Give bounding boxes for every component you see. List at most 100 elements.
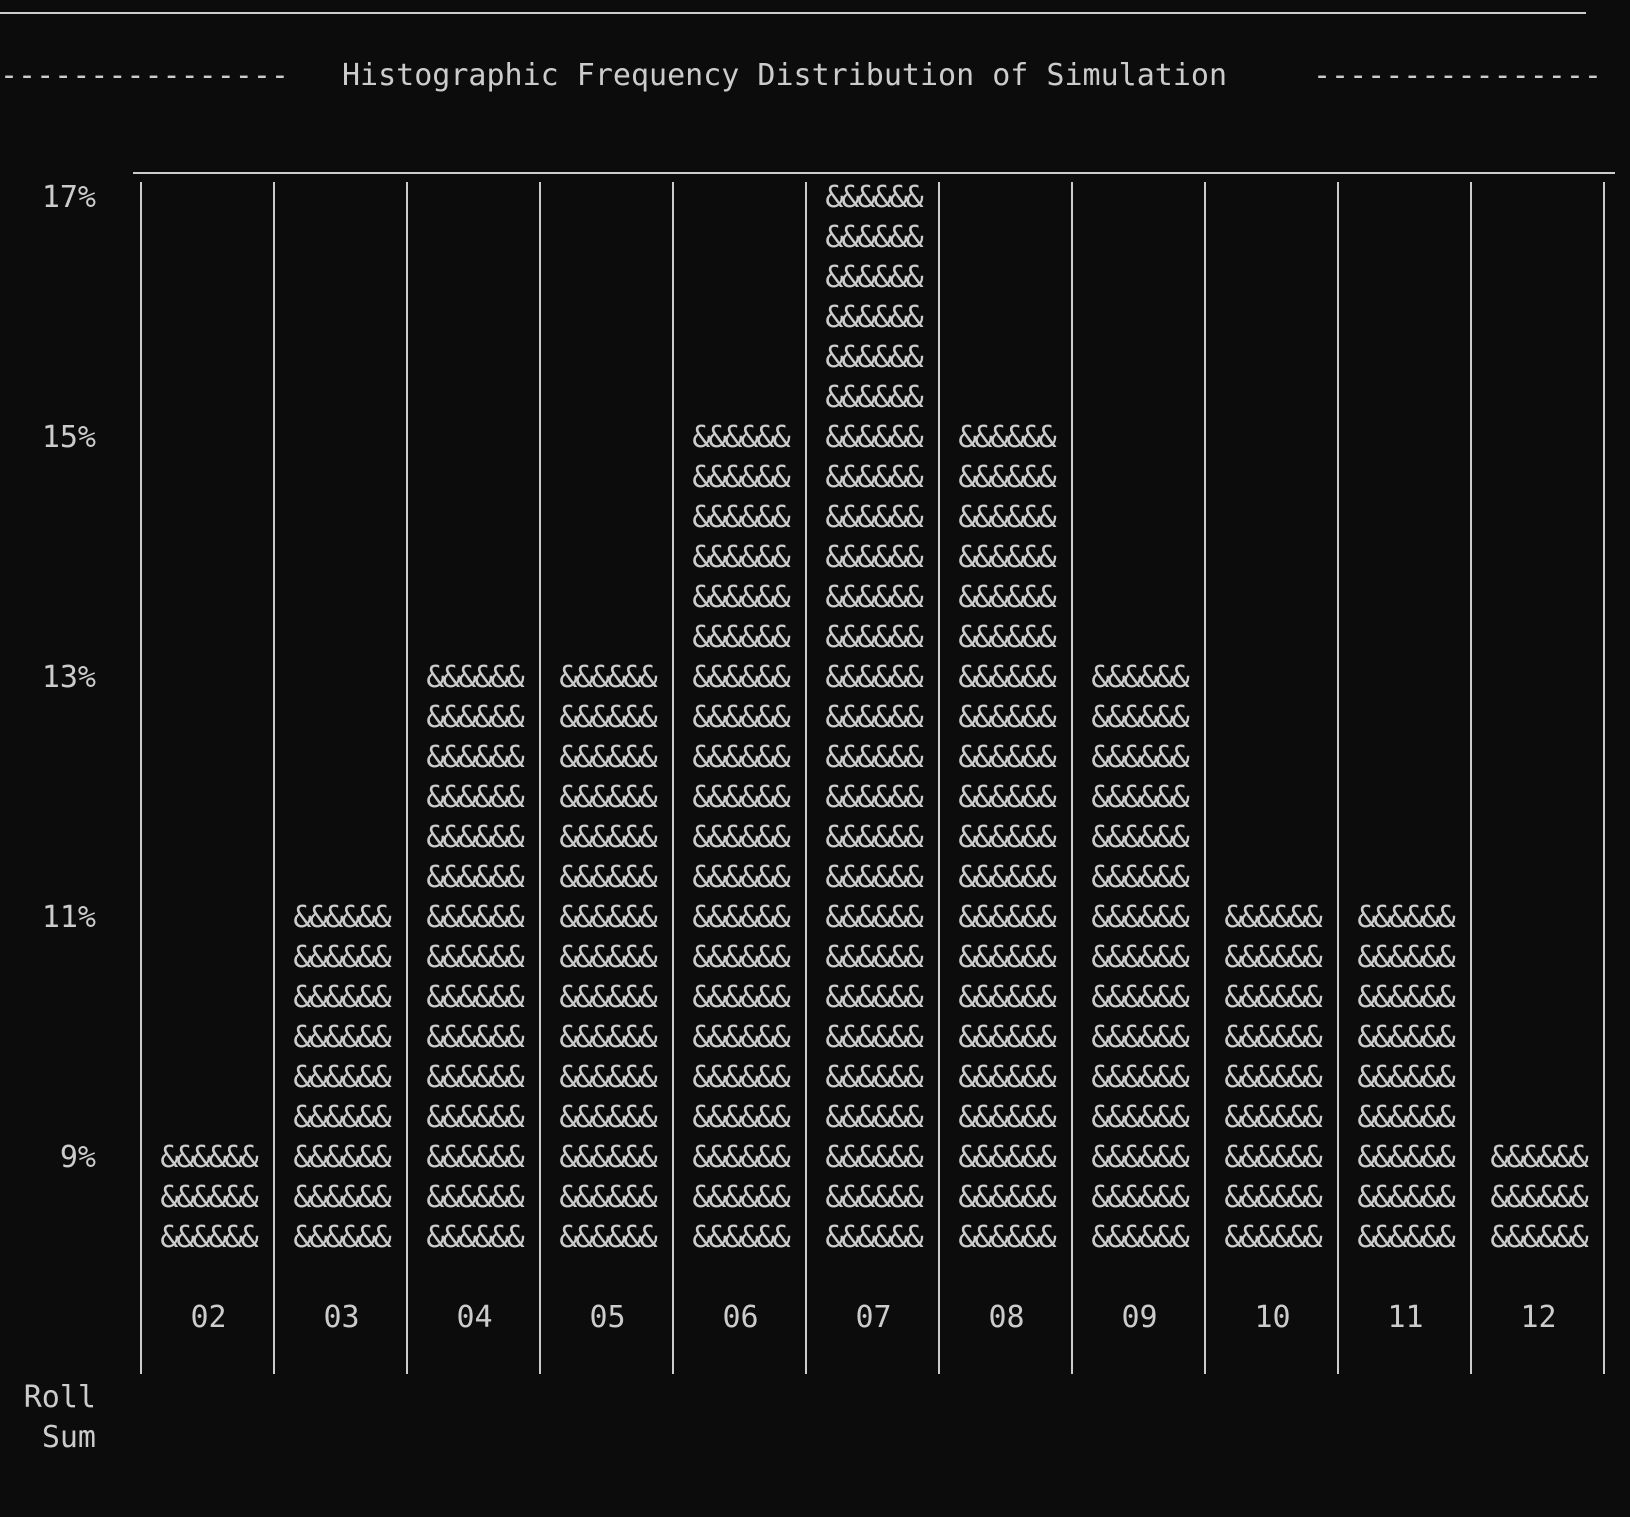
title-dashes-right: ----------------	[1313, 58, 1602, 93]
bar-segment: &&&&&&	[692, 700, 790, 735]
bar-segment: &&&&&&	[1224, 1180, 1322, 1215]
bar-segment: &&&&&&	[559, 900, 657, 935]
bar-segment: &&&&&&	[1357, 940, 1455, 975]
bar-segment: &&&&&&	[1091, 780, 1189, 815]
bar-segment: &&&&&&	[160, 1180, 258, 1215]
bar-segment: &&&&&&	[1091, 900, 1189, 935]
bar-segment: &&&&&&	[825, 500, 923, 535]
bar-segment: &&&&&&	[426, 1060, 524, 1095]
bar-segment: &&&&&&	[1357, 1020, 1455, 1055]
bar-segment: &&&&&&	[692, 1180, 790, 1215]
bar-segment: &&&&&&	[958, 700, 1056, 735]
bar-segment: &&&&&&	[1224, 1100, 1322, 1135]
bar-segment: &&&&&&	[160, 1140, 258, 1175]
bar-segment: &&&&&&	[1490, 1140, 1588, 1175]
bar-segment: &&&&&&	[293, 1180, 391, 1215]
column-separator	[1470, 182, 1472, 1374]
x-tick-label: 03	[323, 1300, 360, 1335]
bar-segment: &&&&&&	[426, 900, 524, 935]
bar-segment: &&&&&&	[426, 660, 524, 695]
x-axis-label-line2: Sum	[41, 1420, 96, 1455]
bar-segment: &&&&&&	[559, 1020, 657, 1055]
bar-segment: &&&&&&	[825, 1140, 923, 1175]
y-tick-label: 17%	[41, 180, 96, 215]
bar-segment: &&&&&&	[958, 420, 1056, 455]
bar-segment: &&&&&&	[958, 780, 1056, 815]
bar-segment: &&&&&&	[825, 300, 923, 335]
bar-segment: &&&&&&	[1490, 1220, 1588, 1255]
x-tick-label: 12	[1520, 1300, 1557, 1335]
bar-segment: &&&&&&	[825, 780, 923, 815]
x-tick-label: 10	[1254, 1300, 1291, 1335]
x-tick-label: 05	[589, 1300, 626, 1335]
bar-segment: &&&&&&	[825, 420, 923, 455]
plot-top-rule	[133, 172, 1615, 174]
bar-segment: &&&&&&	[293, 980, 391, 1015]
bar-segment: &&&&&&	[426, 820, 524, 855]
bar-segment: &&&&&&	[426, 700, 524, 735]
bar-segment: &&&&&&	[692, 580, 790, 615]
bar-segment: &&&&&&	[958, 740, 1056, 775]
bar-segment: &&&&&&	[426, 740, 524, 775]
column-separator	[539, 182, 541, 1374]
x-tick-label: 08	[988, 1300, 1025, 1335]
bar-segment: &&&&&&	[692, 540, 790, 575]
bar-segment: &&&&&&	[1357, 1180, 1455, 1215]
x-axis-label-line1: Roll	[23, 1380, 96, 1415]
x-tick-label: 11	[1387, 1300, 1424, 1335]
column-separator	[273, 182, 275, 1374]
bar-segment: &&&&&&	[1091, 1180, 1189, 1215]
bar-segment: &&&&&&	[426, 980, 524, 1015]
column-separator	[140, 182, 142, 1374]
bar-segment: &&&&&&	[559, 940, 657, 975]
bar-segment: &&&&&&	[692, 860, 790, 895]
bar-segment: &&&&&&	[692, 780, 790, 815]
y-tick-label: 13%	[41, 660, 96, 695]
bar-segment: &&&&&&	[825, 580, 923, 615]
bar-segment: &&&&&&	[559, 980, 657, 1015]
bar-segment: &&&&&&	[692, 1060, 790, 1095]
bar-segment: &&&&&&	[958, 1020, 1056, 1055]
x-tick-label: 02	[190, 1300, 227, 1335]
bar-segment: &&&&&&	[958, 500, 1056, 535]
bar-segment: &&&&&&	[692, 620, 790, 655]
bar-segment: &&&&&&	[426, 1140, 524, 1175]
bar-segment: &&&&&&	[293, 940, 391, 975]
title-dashes-left: ----------------	[0, 58, 289, 93]
y-tick-label: 11%	[41, 900, 96, 935]
chart-title: Histographic Frequency Distribution of S…	[342, 58, 1228, 93]
bar-segment: &&&&&&	[958, 1060, 1056, 1095]
bar-segment: &&&&&&	[1224, 1060, 1322, 1095]
bar-segment: &&&&&&	[1091, 940, 1189, 975]
bar-segment: &&&&&&	[825, 260, 923, 295]
bar-segment: &&&&&&	[825, 540, 923, 575]
bar-segment: &&&&&&	[692, 820, 790, 855]
bar-segment: &&&&&&	[692, 1140, 790, 1175]
bar-segment: &&&&&&	[825, 380, 923, 415]
bar-segment: &&&&&&	[692, 500, 790, 535]
bar-segment: &&&&&&	[1224, 1020, 1322, 1055]
bar-segment: &&&&&&	[426, 1220, 524, 1255]
bar-segment: &&&&&&	[1091, 740, 1189, 775]
bar-segment: &&&&&&	[293, 1220, 391, 1255]
bar-segment: &&&&&&	[692, 940, 790, 975]
bar-segment: &&&&&&	[825, 900, 923, 935]
column-separator	[406, 182, 408, 1374]
bar-segment: &&&&&&	[825, 860, 923, 895]
bar-segment: &&&&&&	[958, 1140, 1056, 1175]
bar-segment: &&&&&&	[958, 860, 1056, 895]
bar-segment: &&&&&&	[559, 740, 657, 775]
bar-segment: &&&&&&	[293, 1100, 391, 1135]
bar-segment: &&&&&&	[958, 1180, 1056, 1215]
column-separator	[938, 182, 940, 1374]
bar-segment: &&&&&&	[426, 1180, 524, 1215]
column-separator	[805, 182, 807, 1374]
bar-segment: &&&&&&	[825, 1100, 923, 1135]
bar-segment: &&&&&&	[692, 660, 790, 695]
bar-segment: &&&&&&	[825, 340, 923, 375]
bar-segment: &&&&&&	[958, 900, 1056, 935]
column-separator	[1071, 182, 1073, 1374]
bar-segment: &&&&&&	[825, 1220, 923, 1255]
column-separator	[1204, 182, 1206, 1374]
